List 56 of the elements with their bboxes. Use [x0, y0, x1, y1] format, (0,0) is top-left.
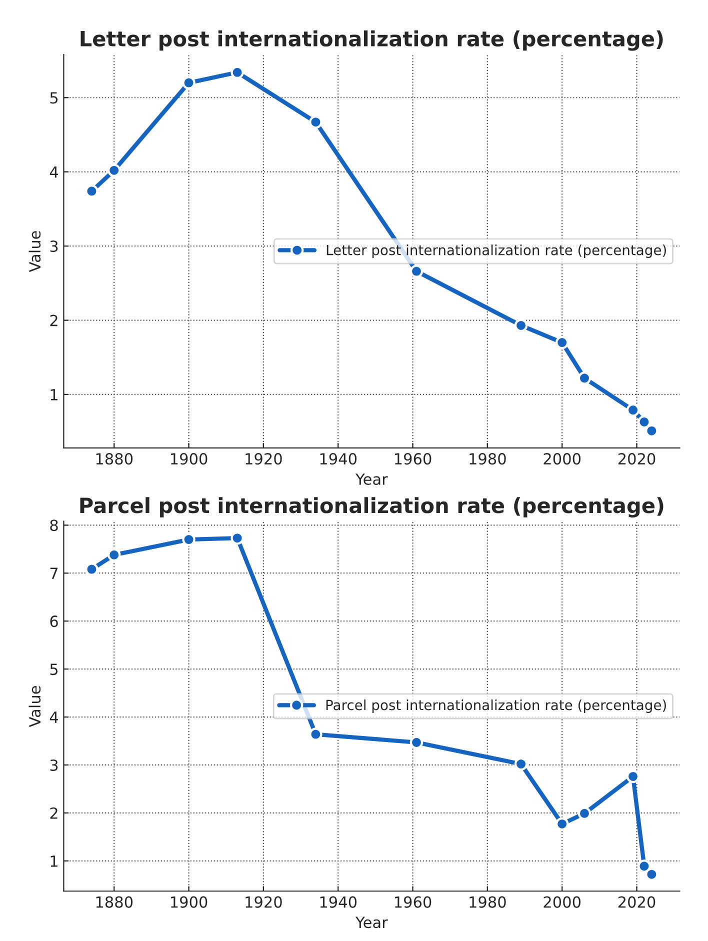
point: [230, 66, 244, 79]
x-axis-title: Year: [355, 916, 388, 928]
point: [182, 76, 196, 90]
point: [645, 868, 658, 881]
point: [555, 817, 569, 831]
point: [108, 164, 121, 177]
point: [638, 860, 651, 873]
y-tick-label: 8: [50, 520, 58, 532]
legend-label: Parcel post internationalization rate (percentage): [326, 700, 666, 713]
point: [85, 562, 98, 576]
point: [578, 372, 592, 385]
point: [645, 424, 658, 438]
legend-label: Letter post internationalization rate (percentage): [326, 244, 666, 258]
x-tick-label: 1880: [96, 896, 133, 908]
y-axis-title: Value: [28, 231, 41, 272]
y-tick-label: 3: [50, 759, 58, 771]
x-tick-label: 1920: [246, 896, 282, 908]
y-tick-label: 3: [50, 240, 58, 252]
chart-title: Parcel post internationalization rate (percentage): [80, 497, 664, 518]
chart-title: Letter post internationalization rate (percentage): [80, 30, 663, 51]
y-tick-label: 5: [50, 664, 58, 676]
y-tick-label: 4: [50, 712, 58, 723]
point: [638, 415, 651, 429]
x-tick-label: 1880: [96, 453, 133, 465]
x-tick-label: 1960: [395, 453, 432, 465]
y-tick-label: 7: [50, 568, 58, 579]
y-tick-label: 5: [50, 92, 58, 104]
x-tick-label: 1920: [246, 453, 282, 465]
point: [85, 184, 98, 198]
y-tick-label: 6: [50, 616, 58, 628]
x-tick-label: 2000: [544, 896, 581, 908]
x-tick-label: 1940: [320, 896, 357, 908]
point: [309, 728, 322, 741]
x-tick-label: 1900: [171, 896, 208, 908]
y-tick-label: 2: [50, 807, 58, 819]
point: [410, 264, 424, 278]
y-tick-label: 4: [50, 166, 58, 178]
x-tick-label: 1980: [470, 896, 506, 908]
point: [182, 532, 196, 546]
x-tick-label: 2020: [618, 896, 656, 908]
x-tick-label: 1960: [395, 896, 432, 908]
x-tick-label: 2000: [544, 453, 581, 465]
point: [230, 532, 244, 545]
y-axis-title: Value: [28, 686, 41, 728]
y-tick-label: 1: [50, 389, 58, 400]
point: [626, 403, 640, 417]
x-tick-label: 1940: [320, 453, 357, 465]
x-tick-label: 1980: [470, 453, 506, 465]
point: [108, 548, 121, 562]
point: [309, 116, 322, 129]
x-tick-label: 2020: [618, 453, 656, 465]
x-tick-label: 1900: [171, 453, 208, 465]
point: [555, 336, 569, 350]
y-tick-label: 2: [50, 314, 58, 326]
y-tick-label: 1: [50, 856, 58, 867]
x-axis-title: Year: [355, 474, 388, 485]
